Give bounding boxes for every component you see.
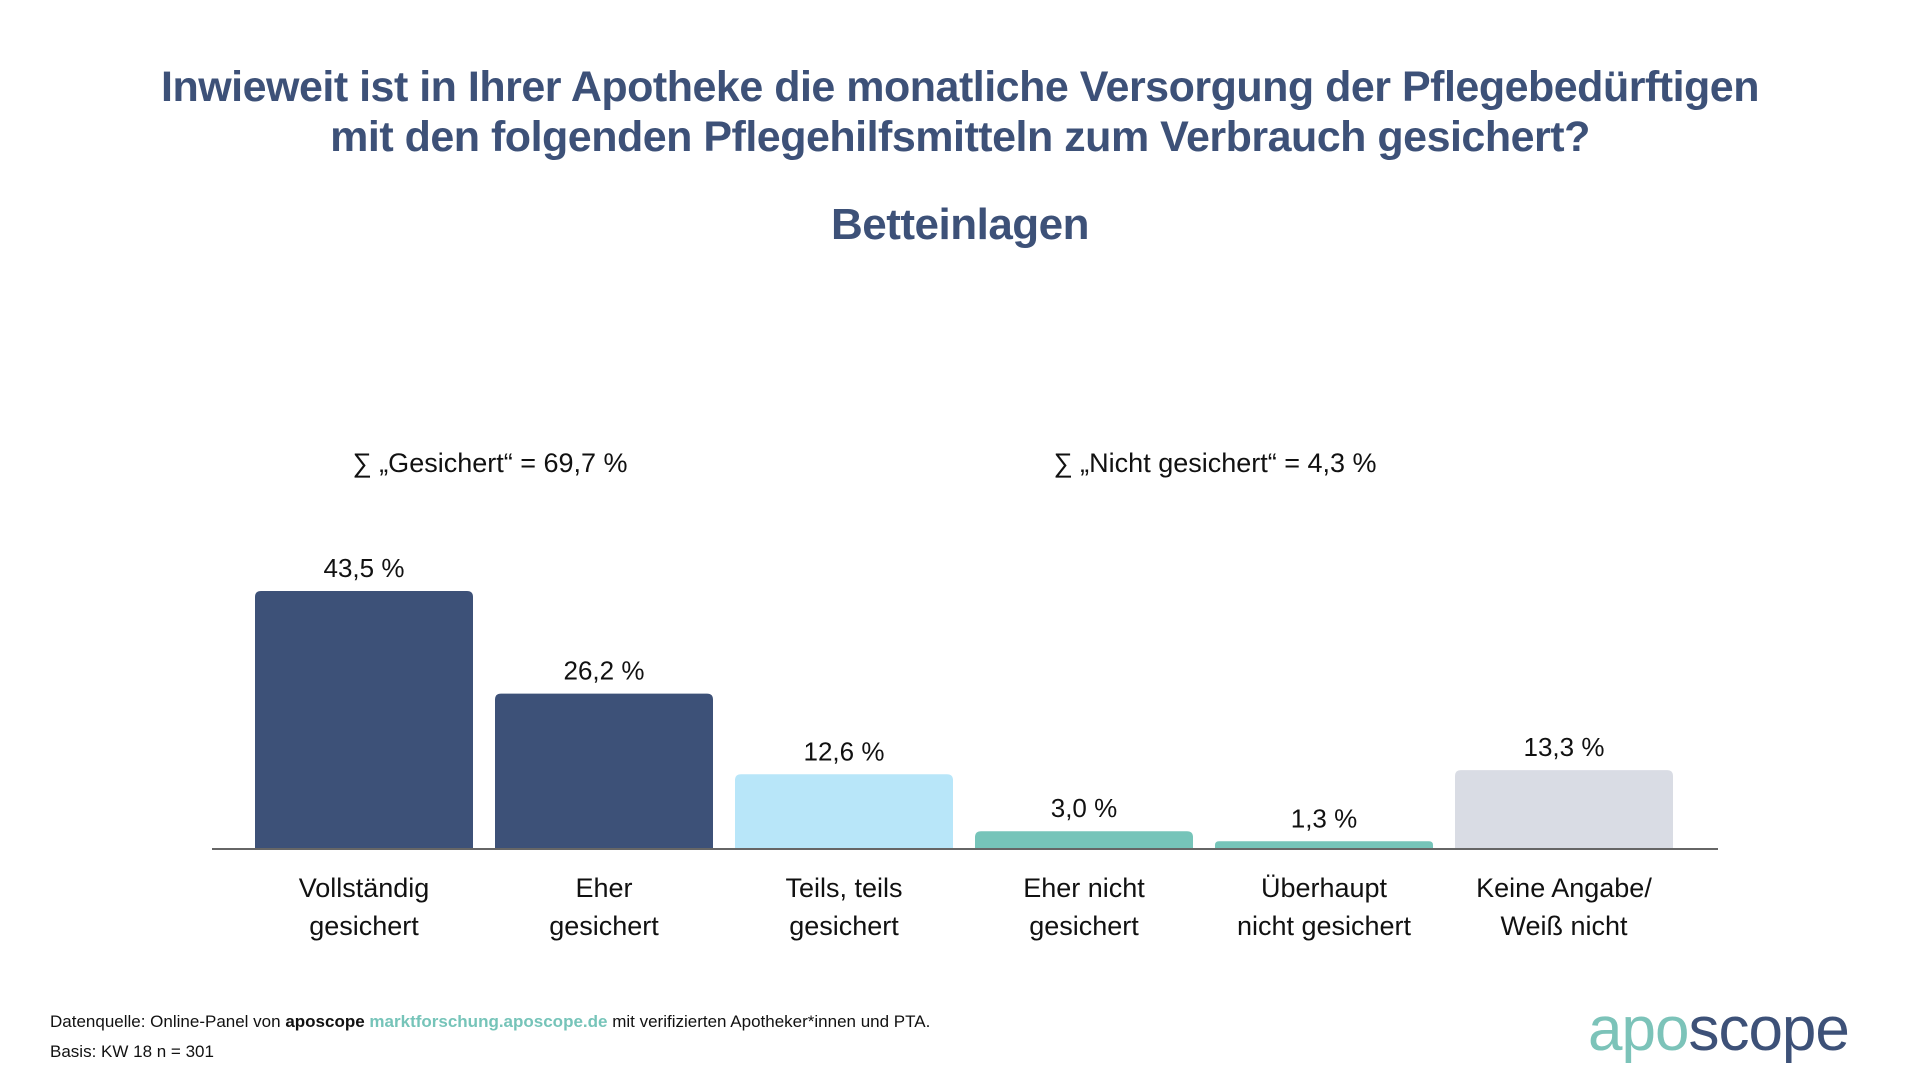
category-label: Keine Angabe/	[1476, 873, 1652, 903]
data-label: 13,3 %	[1524, 732, 1605, 762]
source-note: Datenquelle: Online-Panel von aposcope m…	[50, 1012, 930, 1032]
source-link[interactable]: marktforschung.aposcope.de	[369, 1012, 608, 1031]
source-suffix: mit verifizierten Apotheker*innen und PT…	[607, 1012, 931, 1031]
chart-title-line2: mit den folgenden Pflegehilfsmitteln zum…	[330, 113, 1590, 161]
category-label: gesichert	[309, 911, 419, 941]
sum-gesichert-annotation: ∑ „Gesichert“ = 69,7 %	[352, 448, 628, 478]
bar-chart: 43,5 % Vollständig gesichert 26,2 % Eher gesi…	[212, 553, 1718, 941]
category-label: Weiß nicht	[1500, 911, 1628, 941]
category-label: Eher	[575, 873, 632, 903]
source-prefix: Datenquelle: Online-Panel von	[50, 1012, 286, 1031]
category-label: Vollständig	[299, 873, 430, 903]
category-label: gesichert	[1029, 911, 1139, 941]
aposcope-logo: aposcope	[1588, 995, 1850, 1064]
basis-note: Basis: KW 18 n = 301	[50, 1042, 214, 1061]
category-label: gesichert	[789, 911, 899, 941]
category-label: Überhaupt	[1261, 873, 1388, 903]
source-brand: aposcope	[285, 1012, 365, 1031]
bar	[495, 693, 713, 849]
sum-nicht-gesichert-annotation: ∑ „Nicht gesichert“ = 4,3 %	[1053, 448, 1377, 478]
chart-subtitle: Betteinlagen	[830, 200, 1090, 249]
bar	[735, 774, 953, 849]
bar	[1455, 770, 1673, 849]
chart-title-line1: Inwieweit ist in Ihrer Apotheke die mona…	[161, 63, 1759, 111]
bar	[1215, 841, 1433, 849]
category-label: gesichert	[549, 911, 659, 941]
bar	[975, 831, 1193, 849]
bar	[255, 591, 473, 849]
data-label: 1,3 %	[1291, 803, 1358, 833]
category-label: nicht gesichert	[1237, 911, 1412, 941]
data-label: 43,5 %	[324, 553, 405, 583]
data-label: 12,6 %	[804, 736, 885, 766]
category-label: Teils, teils	[785, 873, 902, 903]
category-label: Eher nicht	[1023, 873, 1145, 903]
data-label: 3,0 %	[1051, 793, 1118, 823]
data-label: 26,2 %	[564, 656, 645, 686]
